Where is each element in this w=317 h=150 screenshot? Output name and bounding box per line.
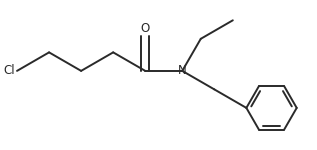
Text: O: O: [141, 22, 150, 35]
Text: N: N: [178, 64, 187, 77]
Text: Cl: Cl: [4, 64, 15, 77]
